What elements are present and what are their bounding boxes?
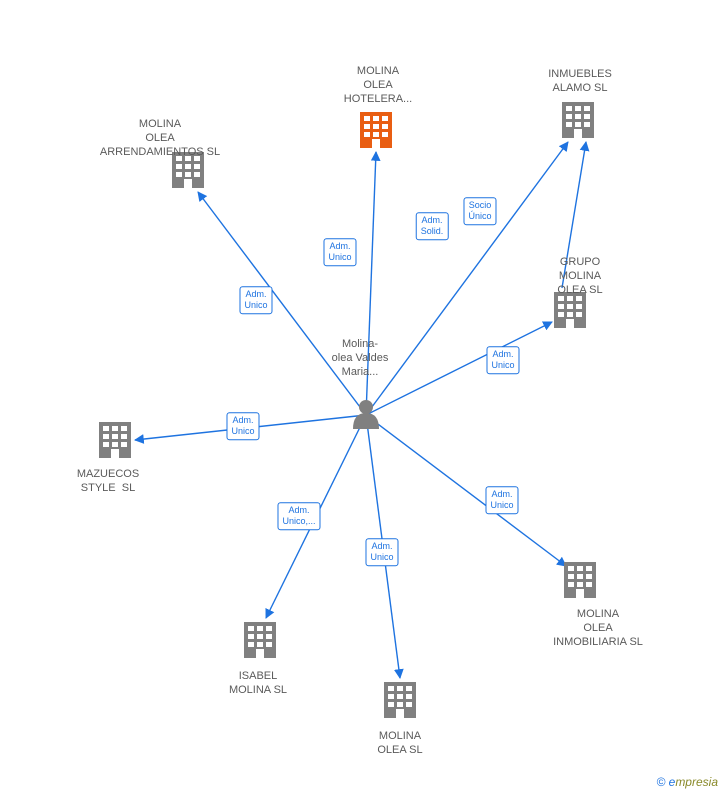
edge-label[interactable]: Adm. Unico xyxy=(226,412,259,440)
building-icon xyxy=(564,562,596,598)
building-icon xyxy=(384,682,416,718)
building-icon xyxy=(554,292,586,328)
edge-label[interactable]: Socio Único xyxy=(463,197,496,225)
copyright: © empresia xyxy=(656,775,718,789)
copyright-symbol: © xyxy=(656,775,665,789)
edge-label[interactable]: Adm. Unico,... xyxy=(277,502,320,530)
edge xyxy=(366,142,568,415)
building-icon xyxy=(99,422,131,458)
edge-label[interactable]: Adm. Unico xyxy=(323,238,356,266)
edge xyxy=(366,152,376,415)
edge-label[interactable]: Adm. Unico xyxy=(485,486,518,514)
building-icon xyxy=(562,102,594,138)
building-icon xyxy=(360,112,392,148)
edge-label[interactable]: Adm. Unico xyxy=(239,286,272,314)
building-icon xyxy=(244,622,276,658)
edge xyxy=(198,192,366,415)
building-icon xyxy=(172,152,204,188)
edge xyxy=(366,322,552,415)
diagram-svg xyxy=(0,0,728,795)
edge-label[interactable]: Adm. Unico xyxy=(486,346,519,374)
edge-label[interactable]: Adm. Unico xyxy=(365,538,398,566)
copyright-text: empresia xyxy=(669,775,718,789)
edge xyxy=(562,142,586,288)
edge-label[interactable]: Adm. Solid. xyxy=(416,212,449,240)
person-icon xyxy=(353,400,379,429)
